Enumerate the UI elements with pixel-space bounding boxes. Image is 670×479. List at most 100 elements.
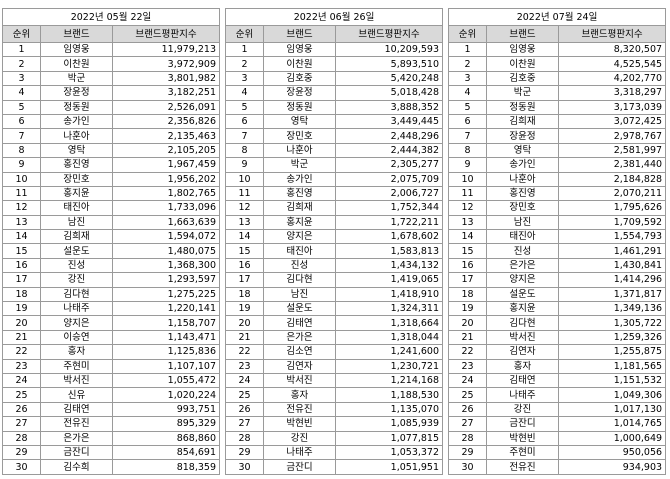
rank-cell: 15: [448, 243, 488, 259]
name-cell: 남진: [40, 214, 113, 231]
name-cell: 전유진: [486, 459, 560, 475]
rank-cell: 19: [2, 301, 41, 317]
rank-cell: 5: [225, 99, 265, 115]
name-cell: 김연자: [263, 358, 337, 374]
data-row: 12 장민호 1,795,626: [448, 200, 667, 216]
name-cell: 강진: [486, 401, 560, 418]
name-cell: 영탁: [486, 142, 560, 159]
data-row: 27 전유진 895,329: [2, 416, 221, 432]
data-row: 3 김호중 5,420,248: [225, 70, 444, 87]
val-cell: 1,480,075: [111, 243, 221, 259]
name-cell: 진성: [40, 257, 113, 274]
name-cell: 김수희: [40, 459, 113, 475]
header-cell: 순위: [225, 25, 265, 43]
rank-cell: 21: [448, 329, 488, 346]
name-cell: 임영웅: [486, 41, 560, 58]
header-cell: 브랜드평판지수: [558, 25, 667, 43]
name-cell: 남진: [263, 286, 337, 303]
name-cell: 송가인: [40, 113, 113, 130]
name-cell: 장민호: [263, 128, 337, 144]
data-row: 24 김태연 1,151,532: [448, 372, 667, 389]
rank-cell: 29: [448, 444, 488, 461]
data-row: 13 남진 1,663,639: [2, 214, 221, 231]
data-row: 30 전유진 934,903: [448, 459, 667, 475]
val-cell: 2,105,205: [111, 142, 221, 159]
name-cell: 이찬원: [486, 56, 560, 72]
val-cell: 1,318,664: [335, 315, 444, 331]
name-cell: 박서진: [40, 372, 113, 389]
name-cell: 태진아: [40, 200, 113, 216]
val-cell: 1,305,722: [558, 315, 667, 331]
name-cell: 강진: [40, 272, 113, 288]
name-cell: 금잔디: [486, 416, 560, 432]
name-cell: 양지은: [486, 272, 560, 288]
data-row: 20 양지은 1,158,707: [2, 315, 221, 331]
val-cell: 950,056: [558, 444, 667, 461]
rank-cell: 10: [2, 171, 41, 187]
val-cell: 1,414,296: [558, 272, 667, 288]
rank-cell: 21: [2, 329, 41, 346]
date-row: 2022년 07월 24일: [448, 8, 667, 26]
name-cell: 김태연: [40, 401, 113, 418]
rank-cell: 2: [448, 56, 488, 72]
name-cell: 박서진: [486, 329, 560, 346]
name-cell: 홍진영: [263, 185, 337, 202]
name-cell: 김희재: [486, 113, 560, 130]
data-row: 5 정동원 3,888,352: [225, 99, 444, 115]
data-row: 13 남진 1,709,592: [448, 214, 667, 231]
val-cell: 1,594,072: [111, 229, 221, 245]
val-cell: 2,075,709: [335, 171, 444, 187]
name-cell: 임영웅: [40, 41, 113, 58]
data-row: 26 전유진 1,135,070: [225, 401, 444, 418]
data-row: 26 강진 1,017,130: [448, 401, 667, 418]
rank-cell: 23: [2, 358, 41, 374]
rank-cell: 22: [448, 344, 488, 360]
rank-cell: 12: [2, 200, 41, 216]
name-cell: 송가인: [486, 157, 560, 173]
val-cell: 2,135,463: [111, 128, 221, 144]
rank-cell: 21: [225, 329, 265, 346]
name-cell: 임영웅: [263, 41, 337, 58]
name-cell: 홍자: [486, 358, 560, 374]
val-cell: 1,241,600: [335, 344, 444, 360]
val-cell: 3,318,297: [558, 85, 667, 101]
data-row: 19 나태주 1,220,141: [2, 301, 221, 317]
name-cell: 장윤정: [40, 85, 113, 101]
name-cell: 나태주: [263, 444, 337, 461]
rank-cell: 11: [448, 185, 488, 202]
rank-cell: 12: [448, 200, 488, 216]
rank-cell: 6: [2, 113, 41, 130]
name-cell: 홍지윤: [40, 185, 113, 202]
name-cell: 나훈아: [40, 128, 113, 144]
name-cell: 영탁: [40, 142, 113, 159]
rank-cell: 4: [225, 85, 265, 101]
rank-cell: 7: [225, 128, 265, 144]
name-cell: 나태주: [486, 387, 560, 403]
data-row: 24 박서진 1,055,472: [2, 372, 221, 389]
data-row: 15 진성 1,461,291: [448, 243, 667, 259]
header-cell: 순위: [2, 25, 41, 43]
name-cell: 설운도: [40, 243, 113, 259]
name-cell: 홍진영: [486, 185, 560, 202]
val-cell: 895,329: [111, 416, 221, 432]
rank-cell: 3: [2, 70, 41, 87]
data-row: 16 은가은 1,430,841: [448, 257, 667, 274]
val-cell: 1,368,300: [111, 257, 221, 274]
rank-cell: 11: [225, 185, 265, 202]
rank-cell: 30: [225, 459, 265, 475]
val-cell: 1,583,813: [335, 243, 444, 259]
rank-cell: 9: [448, 157, 488, 173]
name-cell: 홍지윤: [263, 214, 337, 231]
rank-cell: 14: [225, 229, 265, 245]
data-row: 30 금잔디 1,051,951: [225, 459, 444, 475]
rank-cell: 17: [448, 272, 488, 288]
val-cell: 3,072,425: [558, 113, 667, 130]
rank-cell: 22: [2, 344, 41, 360]
rank-cell: 15: [225, 243, 265, 259]
val-cell: 2,581,997: [558, 142, 667, 159]
name-cell: 설운도: [263, 301, 337, 317]
val-cell: 1,125,836: [111, 344, 221, 360]
data-row: 28 은가은 868,860: [2, 430, 221, 446]
name-cell: 영탁: [263, 113, 337, 130]
name-cell: 박현빈: [263, 416, 337, 432]
